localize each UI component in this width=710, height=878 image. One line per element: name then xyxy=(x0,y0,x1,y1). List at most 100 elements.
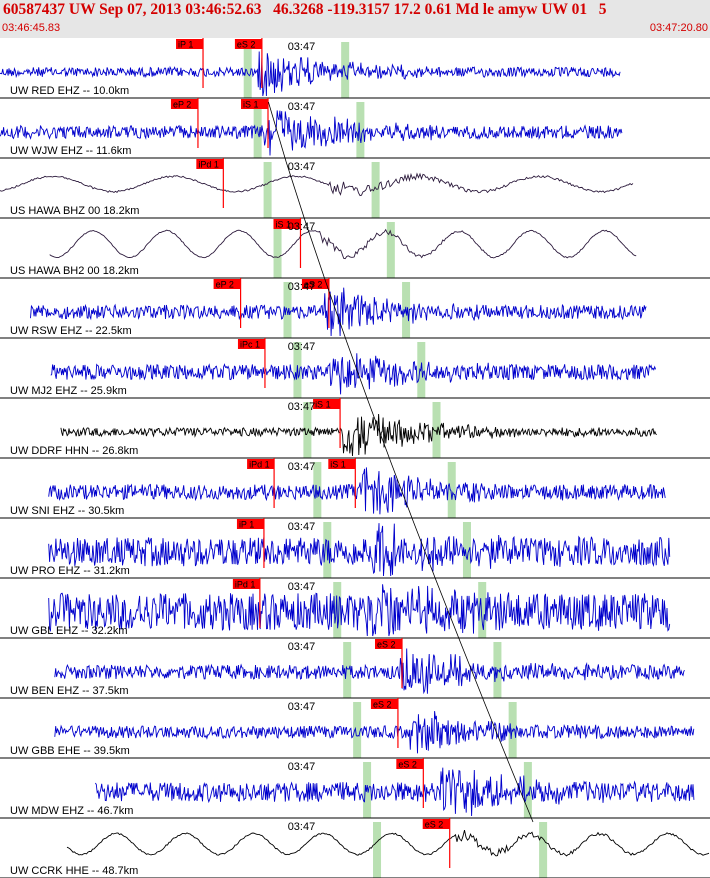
p-wave-band xyxy=(343,642,352,698)
s-wave-band xyxy=(417,342,426,398)
station-label: US HAWA BH2 00 18.2km xyxy=(10,265,139,277)
waveform-trace xyxy=(54,648,686,695)
pick-label: iS 1 xyxy=(315,400,331,410)
station-label: UW DDRF HHN -- 26.8km xyxy=(10,445,138,457)
p-wave-band xyxy=(243,42,252,98)
time-tick-label: 03:47 xyxy=(288,761,316,773)
s-wave-band xyxy=(386,222,395,278)
pick-label: eS 2 xyxy=(425,820,444,830)
pick-label: iPd 1 xyxy=(198,160,219,170)
row-grid xyxy=(0,97,710,878)
time-tick-label: 03:47 xyxy=(288,341,316,353)
p-wave-band xyxy=(353,702,362,758)
station-label: UW RED EHZ -- 10.0km xyxy=(10,85,129,97)
s-wave-band xyxy=(371,162,380,218)
station-label: UW PRO EHZ -- 31.2km xyxy=(10,565,130,577)
pick-label: eS 2 xyxy=(398,760,417,770)
pick-label: eS 2 xyxy=(304,280,323,290)
pick-label: eP 2 xyxy=(173,100,191,110)
station-label: UW WJW EHZ -- 11.6km xyxy=(10,145,131,157)
waveform-trace xyxy=(0,172,634,197)
event-title: 60587437 UW Sep 07, 2013 03:46:52.63 46.… xyxy=(3,1,607,18)
pick-box xyxy=(370,699,398,709)
pick-box xyxy=(237,339,265,349)
waveform-trace xyxy=(0,110,623,156)
station-label: UW RSW EHZ -- 22.5km xyxy=(10,325,132,337)
time-tick-label: 03:47 xyxy=(288,521,316,533)
station-label: UW GBB EHE -- 39.5km xyxy=(10,745,130,757)
pick-label: iPd 1 xyxy=(235,580,256,590)
station-label: UW CCRK HHE -- 48.7km xyxy=(10,865,138,877)
waveform-trace xyxy=(60,413,657,457)
s-wave-band xyxy=(539,822,548,878)
time-tick-label: 03:47 xyxy=(288,461,316,473)
time-tick-label: 03:47 xyxy=(288,641,316,653)
pick-box xyxy=(176,39,204,49)
time-tick-label: 03:47 xyxy=(288,701,316,713)
end-time-label: 03:47:20.80 xyxy=(649,22,708,34)
traces xyxy=(0,51,710,857)
p-wave-band xyxy=(373,822,382,878)
p-wave-band xyxy=(313,462,322,518)
waveform-trace xyxy=(0,51,621,97)
time-tick-label: 03:47 xyxy=(288,161,316,173)
pick-box xyxy=(196,159,224,169)
time-tick-label: 03:47 xyxy=(288,221,316,233)
time-tick-label: 03:47 xyxy=(288,101,316,113)
station-label: UW SNI EHZ -- 30.5km xyxy=(10,505,124,517)
time-tick-label: 03:47 xyxy=(288,401,316,413)
s-wave-band xyxy=(478,582,487,638)
time-tick-label: 03:47 xyxy=(288,41,316,53)
pick-box xyxy=(234,39,262,49)
pick-box xyxy=(375,639,403,649)
waveform-trace xyxy=(30,287,647,337)
p-wave-band xyxy=(363,762,372,818)
pick-label: iS 1 xyxy=(243,100,259,110)
pick-box xyxy=(213,279,241,289)
pick-box xyxy=(422,819,450,829)
pick-label: eS 2 xyxy=(373,700,392,710)
waveform-trace xyxy=(66,829,710,857)
pick-box xyxy=(313,399,341,409)
pick-label: iP 1 xyxy=(239,520,254,530)
time-tick-label: 03:47 xyxy=(288,821,316,833)
station-label: UW BEN EHZ -- 37.5km xyxy=(10,685,129,697)
pick-box xyxy=(396,759,424,769)
seismogram-plot: iP 1 eS 2 eP 2 iS 1 iPd 1 iS 1 eP 2 eS 2 iPc 1 iS… xyxy=(0,38,710,878)
station-label: UW MDW EHZ -- 46.7km xyxy=(10,805,133,817)
pick-box xyxy=(247,459,275,469)
s-wave-band xyxy=(462,522,471,578)
pick-box xyxy=(236,519,264,529)
station-label: UW GBL EHZ -- 32.2km xyxy=(10,625,128,637)
waveform-trace xyxy=(48,523,671,577)
waveform-trace xyxy=(48,467,666,515)
waveform-trace xyxy=(48,584,671,637)
time-tick-label: 03:47 xyxy=(288,281,316,293)
waveform-trace xyxy=(49,228,637,260)
pick-label: iS 1 xyxy=(275,220,291,230)
station-label: US HAWA BHZ 00 18.2km xyxy=(10,205,139,217)
header-bar: 60587437 UW Sep 07, 2013 03:46:52.63 46.… xyxy=(0,0,710,38)
pick-box xyxy=(170,99,198,109)
s-wave-band xyxy=(523,762,532,818)
pick-label: iPc 1 xyxy=(240,340,260,350)
pick-box xyxy=(328,459,356,469)
pick-box xyxy=(232,579,260,589)
pick-label: eP 2 xyxy=(216,280,234,290)
pick-label: iP 1 xyxy=(178,40,193,50)
labels: 03:47 UW RED EHZ -- 10.0km 03:47 UW WJW EHZ… xyxy=(10,41,315,877)
waveform-trace xyxy=(54,711,695,754)
pick-box xyxy=(273,219,301,229)
station-label: UW MJ2 EHZ -- 25.9km xyxy=(10,385,127,397)
waveform-trace xyxy=(50,353,657,395)
moveout-curve xyxy=(268,101,534,823)
picks: iP 1 eS 2 eP 2 iS 1 iPd 1 iS 1 eP 2 eS 2 iPc 1 iS… xyxy=(170,38,534,868)
s-wave-band xyxy=(341,42,350,98)
pick-box xyxy=(301,279,329,289)
pick-label: iS 1 xyxy=(330,460,346,470)
p-wave-band xyxy=(273,222,282,278)
p-wave-band xyxy=(303,402,312,458)
start-time-label: 03:46:45.83 xyxy=(2,22,61,34)
pick-label: eS 2 xyxy=(377,640,396,650)
time-tick-label: 03:47 xyxy=(288,581,316,593)
